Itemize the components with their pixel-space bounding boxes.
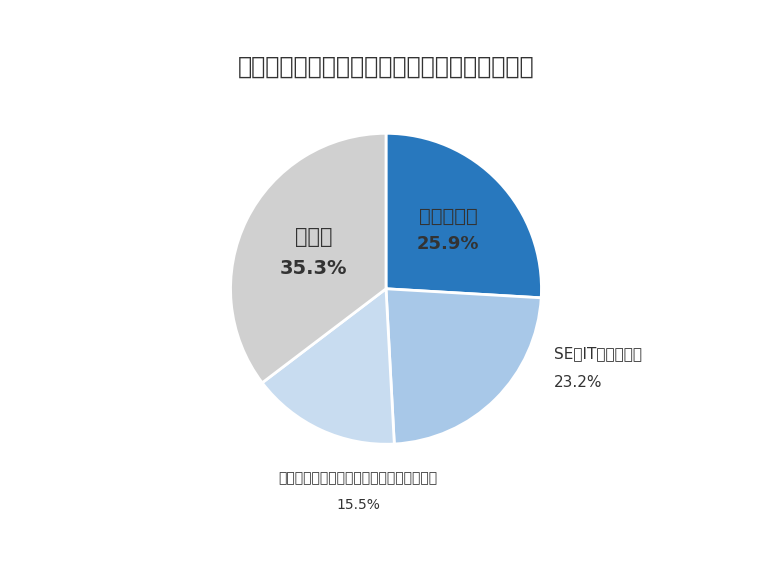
- Text: 35.3%: 35.3%: [279, 259, 347, 278]
- Wedge shape: [262, 289, 394, 444]
- Title: 【職種別】リクルートエージェントの求人内訳: 【職種別】リクルートエージェントの求人内訳: [238, 55, 534, 79]
- Wedge shape: [231, 134, 386, 383]
- Text: エンジニア（設計・生産技術・品質管理）: エンジニア（設計・生産技術・品質管理）: [279, 471, 438, 486]
- Text: 営業／販売: 営業／販売: [419, 207, 478, 226]
- Text: その他: その他: [295, 228, 332, 247]
- Text: 15.5%: 15.5%: [336, 498, 380, 512]
- Wedge shape: [386, 289, 541, 444]
- Text: SE／ITエンジニア: SE／ITエンジニア: [554, 346, 642, 362]
- Text: 25.9%: 25.9%: [417, 235, 479, 253]
- Text: 23.2%: 23.2%: [554, 375, 602, 389]
- Wedge shape: [386, 134, 541, 298]
